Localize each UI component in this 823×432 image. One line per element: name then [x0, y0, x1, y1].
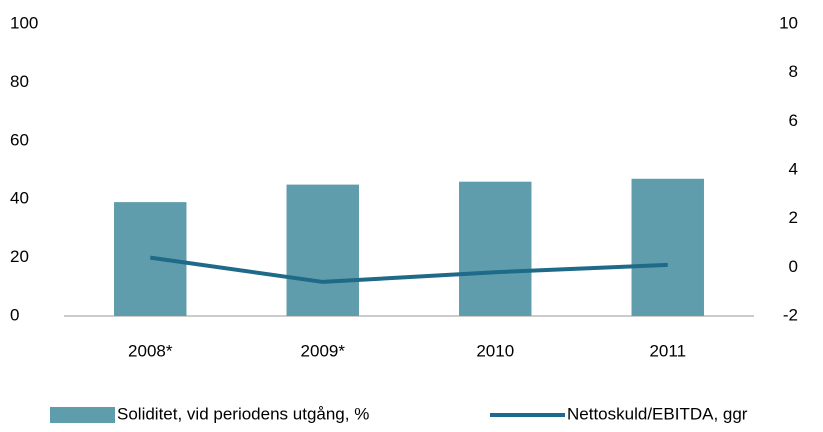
y2-tick-label: 4 — [789, 159, 798, 178]
x-tick-label: 2008* — [128, 341, 173, 360]
y2-tick-label: 10 — [779, 13, 798, 32]
x-tick-label: 2010 — [476, 341, 514, 360]
y2-tick-label: 8 — [789, 62, 798, 81]
y-tick-label: 60 — [10, 130, 29, 149]
y2-tick-label: 2 — [789, 208, 798, 227]
x-tick-label: 2009* — [301, 341, 346, 360]
legend-label: Nettoskuld/EBITDA, ggr — [567, 404, 748, 423]
y-tick-label: 80 — [10, 72, 29, 91]
y-tick-label: 40 — [10, 189, 29, 208]
bar — [286, 184, 359, 316]
y-tick-label: 0 — [10, 305, 19, 324]
y-tick-label: 100 — [10, 13, 38, 32]
legend-label: Soliditet, vid periodens utgång, % — [117, 404, 369, 423]
y-tick-label: 20 — [10, 247, 29, 266]
bar — [631, 178, 704, 316]
legend-swatch — [50, 407, 115, 423]
y2-tick-label: -2 — [783, 305, 798, 324]
x-tick-label: 2011 — [649, 341, 686, 360]
bar — [459, 181, 532, 316]
line — [149, 255, 668, 284]
y2-tick-label: 6 — [789, 111, 798, 130]
y2-tick-label: 0 — [789, 257, 798, 276]
